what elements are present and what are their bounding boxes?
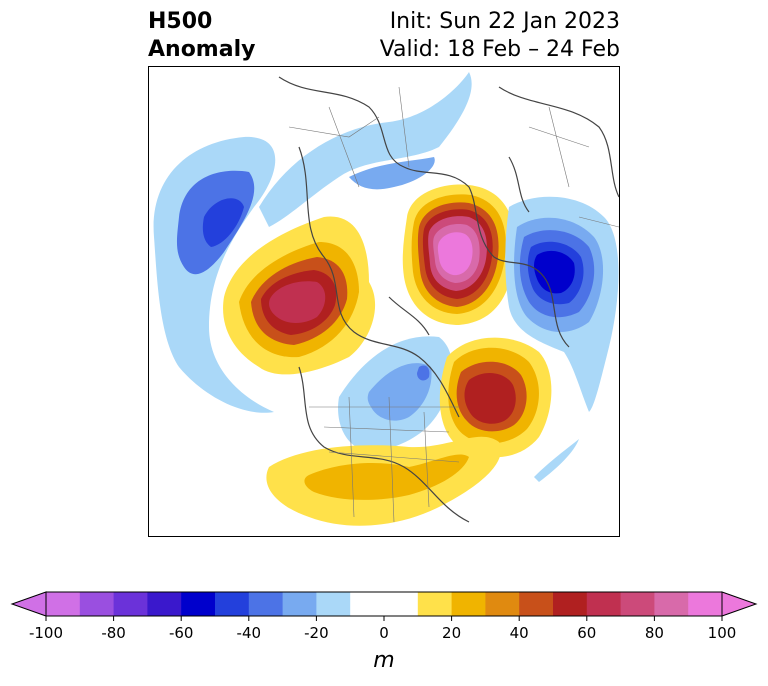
colorbar-tick-label: -80 xyxy=(101,624,126,642)
colorbar-tick-label: 0 xyxy=(379,624,389,642)
colorbar-segment xyxy=(485,592,520,616)
colorbar-tick-label: 60 xyxy=(577,624,596,642)
colorbar-segment xyxy=(586,592,622,616)
colorbar-units: m xyxy=(373,648,395,673)
colorbar-segment xyxy=(451,592,486,616)
colorbar-tick-label: 20 xyxy=(442,624,461,642)
anomaly-north-atlantic xyxy=(439,337,552,458)
colorbar-segment xyxy=(46,592,81,616)
colorbar-segment xyxy=(316,592,351,616)
anomaly-southern-us xyxy=(266,436,501,526)
title-line-1: H500 xyxy=(148,9,213,34)
anomaly-arctic-band xyxy=(259,72,472,227)
anomaly-western-siberia xyxy=(505,196,619,412)
anomaly-map xyxy=(148,66,620,537)
colorbar-tick-label: 40 xyxy=(510,624,529,642)
anomaly-eastern-canada xyxy=(338,336,453,452)
colorbar-svg: -100 -80 -60 -40 -20 0 20 40 60 80 100 xyxy=(10,591,758,642)
colorbar-segment xyxy=(282,592,317,616)
colorbar-tick-label: 100 xyxy=(708,624,737,642)
title-line-2: Anomaly xyxy=(148,37,256,62)
colorbar-tick-label: -100 xyxy=(29,624,63,642)
anomaly-gulf-of-alaska xyxy=(153,136,276,413)
colorbar-segment xyxy=(215,592,250,616)
colorbar-segment xyxy=(181,592,216,616)
colorbar-tick-label: -60 xyxy=(169,624,194,642)
colorbar-extend-min xyxy=(10,591,47,617)
colorbar-tick-label: -40 xyxy=(237,624,262,642)
colorbar-segment xyxy=(688,592,723,616)
colorbar: -100 -80 -60 -40 -20 0 20 40 60 80 100 xyxy=(10,588,758,678)
chart-title: H500 Anomaly xyxy=(148,8,255,64)
colorbar-extend-max xyxy=(721,591,758,617)
colorbar-segment xyxy=(417,592,453,616)
colorbar-segment xyxy=(113,592,148,616)
colorbar-segment xyxy=(384,592,419,616)
map-svg xyxy=(153,72,619,526)
valid-range: Valid: 18 Feb – 24 Feb xyxy=(379,37,620,62)
colorbar-segment xyxy=(350,592,385,616)
colorbar-segment xyxy=(654,592,689,616)
colorbar-segment xyxy=(553,592,588,616)
colorbar-segment xyxy=(79,592,115,616)
coastlines xyxy=(278,76,619,523)
init-date: Init: Sun 22 Jan 2023 xyxy=(389,9,620,34)
colorbar-tick-label: -20 xyxy=(304,624,329,642)
political-borders xyxy=(288,86,619,523)
colorbar-segment xyxy=(519,592,554,616)
anomaly-arctic-high xyxy=(402,184,515,325)
forecast-dates: Init: Sun 22 Jan 2023 Valid: 18 Feb – 24… xyxy=(380,8,620,64)
anomaly-pacific-streak xyxy=(534,439,579,482)
anomaly-western-canada xyxy=(223,216,376,375)
colorbar-segment xyxy=(620,592,655,616)
colorbar-tick-label: 80 xyxy=(645,624,664,642)
colorbar-segment xyxy=(147,592,182,616)
colorbar-segment xyxy=(248,592,284,616)
